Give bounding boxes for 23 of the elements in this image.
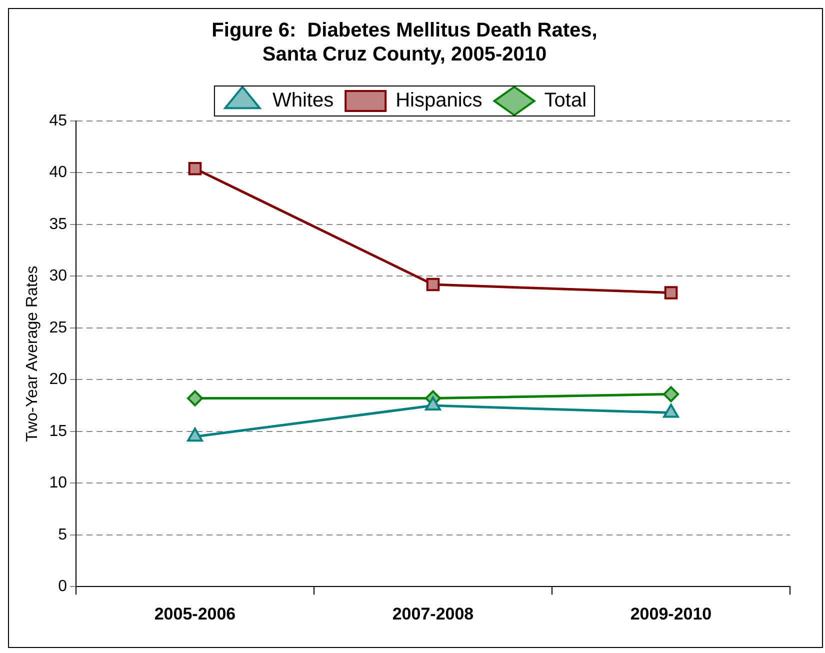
y-tick-label: 15 [49,422,68,440]
point [187,390,203,406]
y-tick-label: 0 [58,578,68,596]
point [664,286,678,300]
y-tick-label: 45 [49,112,68,130]
legend-label: Hispanics [396,90,482,112]
legend-label: Total [544,90,587,112]
y-tick-label: 25 [49,319,68,336]
legend-label: Whites [272,90,334,112]
y-tick-label: 10 [49,474,68,492]
point [188,162,202,176]
point [663,386,679,402]
y-tick-label: 5 [58,526,68,544]
chart-title: Figure 6: Diabetes Mellitus Death Rates, Santa Cruz County, 2005-2010 [212,20,598,66]
x-tick-label: 2005-2006 [154,604,236,624]
point [426,278,440,292]
x-tick-label: 2009-2010 [630,604,712,624]
y-tick-label: 40 [49,164,68,182]
x-tick-label: 2007-2008 [392,604,474,624]
y-axis-title: Two-Year Average Rates [24,266,42,442]
y-tick-label: 30 [49,268,68,285]
y-tick-label: 20 [49,371,68,388]
y-tick-label: 35 [49,216,68,233]
